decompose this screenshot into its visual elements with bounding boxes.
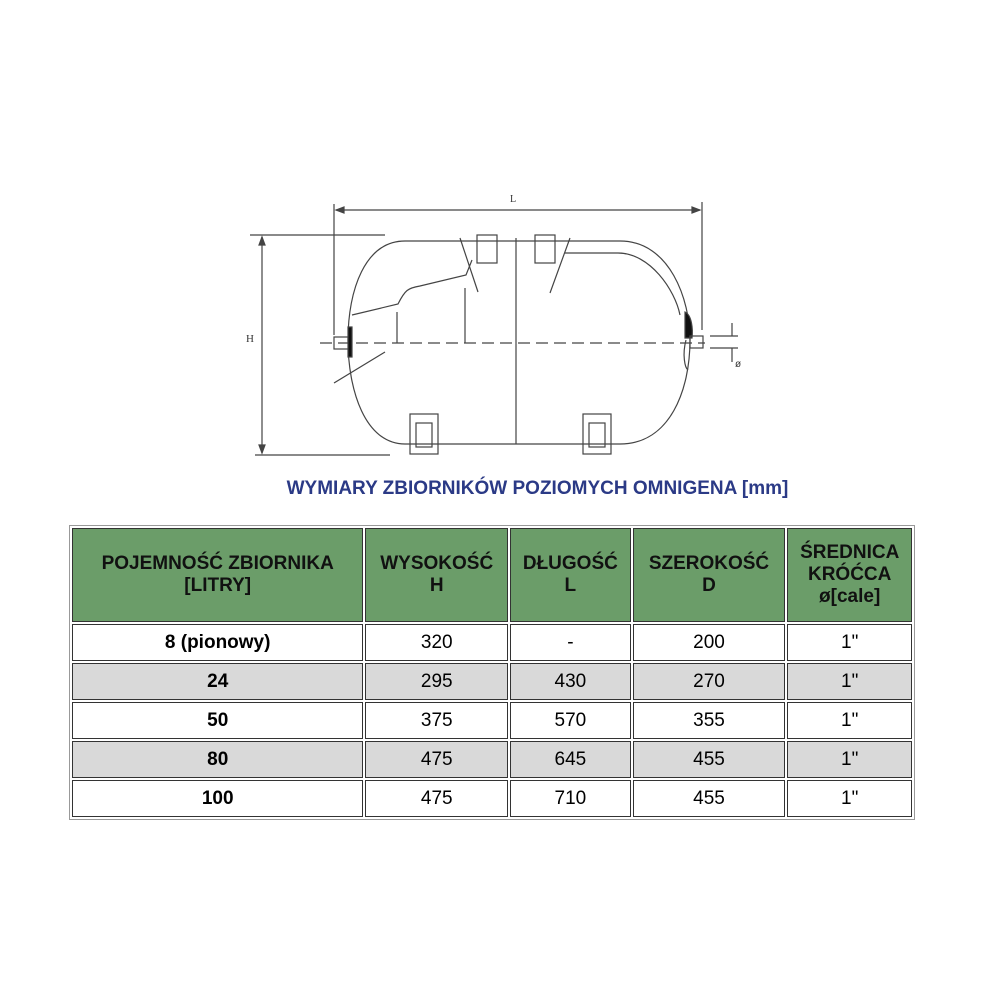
header-capacity: POJEMNOŚĆ ZBIORNIKA [LITRY]	[72, 528, 364, 622]
tank-diagram: L H ø	[246, 194, 741, 456]
dimensions-table: POJEMNOŚĆ ZBIORNIKA [LITRY] WYSOKOŚĆ H DŁU…	[69, 525, 915, 820]
length-label: L	[510, 194, 516, 205]
table-cell: 1"	[787, 702, 912, 739]
table-cell: 355	[632, 702, 786, 739]
table-cell: 1"	[787, 663, 912, 700]
tank-outline	[347, 240, 691, 445]
table-cell: 320	[365, 624, 509, 661]
table-cell: 100	[72, 780, 364, 817]
header-connection-diameter: ŚREDNICA KRÓĆCA ø[cale]	[787, 528, 912, 622]
table-cell: 24	[72, 663, 364, 700]
header-text: WYSOKOŚĆ	[380, 553, 494, 574]
table-cell: 455	[632, 741, 786, 778]
table-cell: 1"	[787, 780, 912, 817]
table-row: 24 295 430 270 1"	[72, 663, 912, 700]
header-text: POJEMNOŚĆ ZBIORNIKA	[101, 553, 334, 574]
table-cell: 475	[365, 780, 509, 817]
table-cell: 430	[510, 663, 631, 700]
page-title: WYMIARY ZBIORNIKÓW POZIOMYCH OMNIGENA [m…	[286, 478, 789, 499]
header-text: [LITRY]	[184, 575, 252, 596]
header-text: DŁUGOŚĆ	[522, 553, 618, 574]
header-text: SZEROKOŚĆ	[648, 553, 770, 574]
header-row: POJEMNOŚĆ ZBIORNIKA [LITRY] WYSOKOŚĆ H DŁU…	[72, 528, 912, 622]
table-row: 50 375 570 355 1"	[72, 702, 912, 739]
table-cell: 455	[632, 780, 786, 817]
table-cell: -	[510, 624, 631, 661]
header-text: KRÓĆCA	[807, 564, 892, 585]
table-cell: 475	[365, 741, 509, 778]
table-cell: 1"	[787, 741, 912, 778]
table-cell: 80	[72, 741, 364, 778]
table-cell: 270	[632, 663, 786, 700]
header-text: L	[564, 575, 577, 596]
table-cell: 50	[72, 702, 364, 739]
table-row: 100 475 710 455 1"	[72, 780, 912, 817]
table-row: 8 (pionowy) 320-200 1"	[72, 624, 912, 661]
table-cell: 710	[510, 780, 631, 817]
header-width: SZEROKOŚĆ D	[632, 528, 786, 622]
header-text: D	[702, 575, 716, 596]
table-cell: 295	[365, 663, 509, 700]
table-cell: 1"	[787, 624, 912, 661]
table-cell: 200	[632, 624, 786, 661]
header-text: ŚREDNICA	[800, 542, 900, 563]
table-cell: 570	[510, 702, 631, 739]
table-cell: 8 (pionowy)	[72, 624, 364, 661]
header-length: DŁUGOŚĆ L	[510, 528, 631, 622]
header-text: ø[cale]	[819, 586, 881, 607]
table-cell: 645	[510, 741, 631, 778]
table-row: 80 475 645 455 1"	[72, 741, 912, 778]
height-label: H	[246, 333, 254, 345]
header-text: H	[429, 575, 444, 596]
header-height: WYSOKOŚĆ H	[365, 528, 509, 622]
table-cell: 375	[365, 702, 509, 739]
diameter-label: ø	[735, 359, 741, 370]
